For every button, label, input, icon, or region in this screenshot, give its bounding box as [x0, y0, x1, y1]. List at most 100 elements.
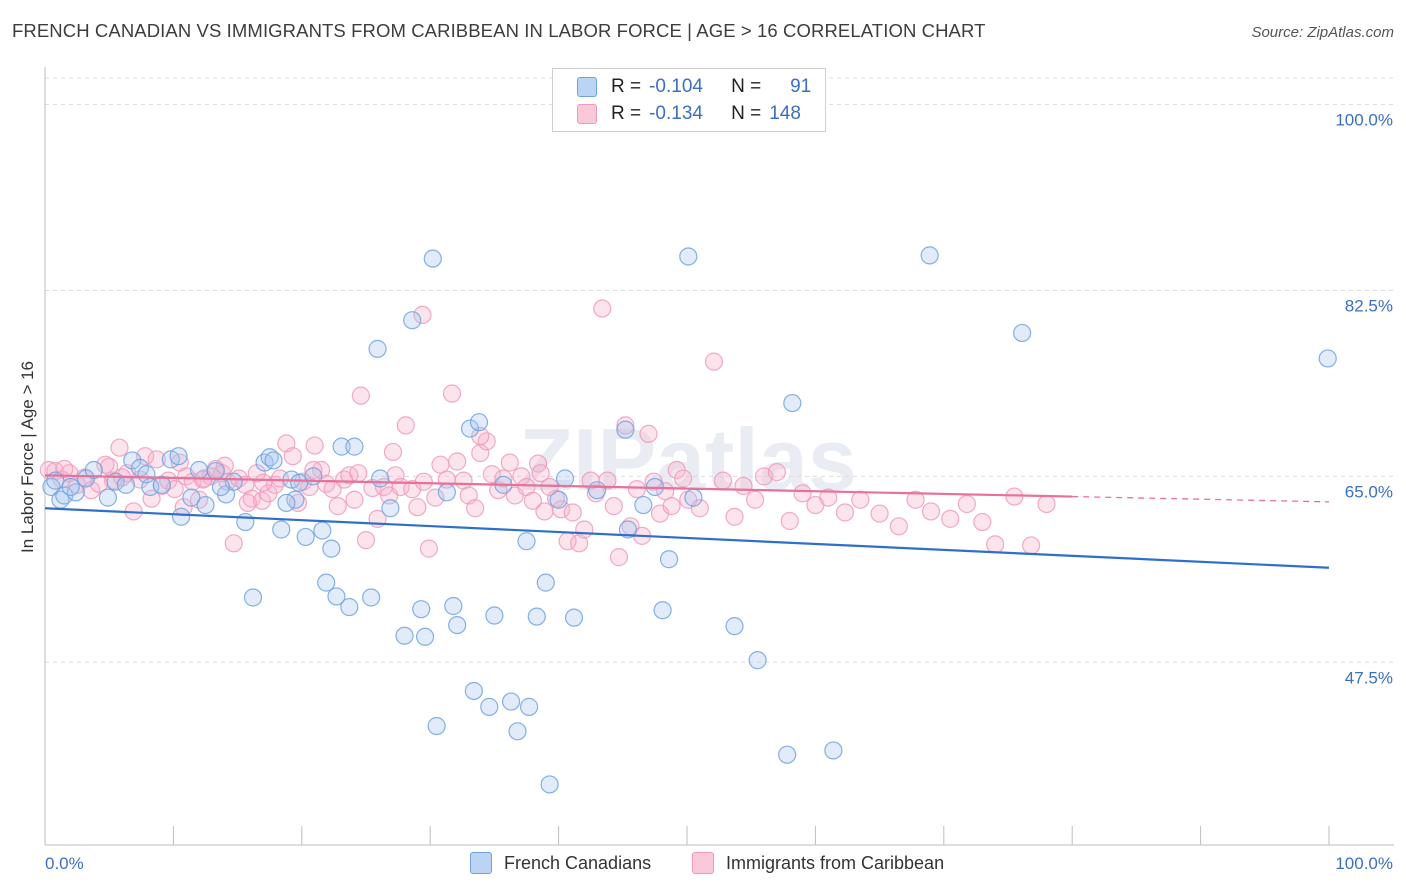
legend-n-value: 91	[790, 76, 812, 97]
data-point-caribbean	[639, 424, 658, 443]
legend-r-label: R =	[611, 103, 642, 124]
data-point-caribbean	[570, 534, 589, 553]
data-point-french-canadian	[549, 490, 568, 509]
data-point-caribbean	[1037, 494, 1056, 514]
data-point-french-canadian	[448, 615, 467, 635]
legend-r-value: -0.134	[649, 103, 703, 124]
data-point-caribbean	[349, 464, 368, 483]
legend-row-caribbean: R = -0.134 N = 148	[577, 102, 801, 126]
data-point-french-canadian	[61, 477, 80, 497]
data-point-caribbean	[408, 498, 427, 517]
data-point-caribbean	[662, 497, 681, 516]
legend-n-label: N =	[731, 103, 762, 124]
data-point-caribbean	[674, 469, 693, 488]
data-point-caribbean	[147, 450, 166, 469]
data-point-french-canadian	[616, 420, 635, 439]
data-point-french-canadian	[618, 520, 638, 539]
data-point-caribbean	[426, 488, 445, 507]
data-point-french-canadian	[679, 247, 698, 266]
data-point-caribbean	[835, 503, 855, 522]
data-point-caribbean	[973, 512, 992, 532]
data-point-caribbean	[224, 534, 243, 553]
data-point-caribbean	[704, 352, 724, 371]
stats-legend: R = -0.104 N = 91 R = -0.134 N = 148	[552, 68, 826, 132]
legend-item-caribbean: Immigrants from Caribbean	[692, 852, 944, 874]
data-point-french-canadian	[296, 527, 315, 547]
data-point-french-canadian	[169, 447, 188, 466]
data-point-french-canadian	[783, 393, 802, 413]
y-tick-label: 82.5%	[1345, 296, 1393, 315]
data-point-caribbean	[604, 497, 623, 516]
tick-labels: 47.5% 65.0% 82.5% 100.0% 0.0% 100.0%	[45, 111, 1393, 873]
data-point-caribbean	[419, 539, 439, 558]
data-point-french-canadian	[123, 451, 142, 470]
data-point-caribbean	[593, 299, 612, 318]
data-point-caribbean	[345, 490, 364, 509]
trend-lines	[44, 474, 1330, 569]
data-point-caribbean	[386, 466, 405, 485]
series-french-canadians	[42, 246, 1337, 794]
data-point-french-canadian	[517, 532, 536, 551]
data-point-french-canadian	[659, 550, 679, 569]
series-legend: French Canadians Immigrants from Caribbe…	[0, 852, 1406, 878]
chart-title: FRENCH CANADIAN VS IMMIGRANTS FROM CARIB…	[12, 20, 986, 41]
data-point-french-canadian	[332, 437, 351, 456]
legend-swatch-pink	[692, 852, 714, 874]
data-point-caribbean	[793, 484, 812, 503]
data-point-french-canadian	[403, 311, 422, 330]
data-point-caribbean	[734, 476, 753, 496]
data-point-french-canadian	[725, 617, 744, 636]
data-point-french-canadian	[371, 469, 390, 488]
data-point-french-canadian	[368, 339, 387, 358]
data-point-caribbean	[110, 438, 129, 457]
data-point-french-canadian	[508, 722, 527, 741]
data-point-french-canadian	[137, 465, 156, 484]
data-point-caribbean	[356, 531, 376, 550]
data-point-french-canadian	[98, 488, 118, 507]
data-point-french-canadian	[381, 499, 400, 518]
legend-label-french-canadians: French Canadians	[504, 852, 652, 873]
x-tick-label: 100.0%	[1335, 854, 1393, 873]
data-point-french-canadian	[634, 495, 653, 515]
data-point-french-canadian	[778, 745, 797, 764]
data-point-french-canadian	[444, 596, 463, 616]
data-point-french-canadian	[327, 587, 346, 606]
gridlines	[45, 77, 1394, 663]
data-point-caribbean	[413, 305, 432, 324]
data-point-french-canadian	[527, 607, 546, 626]
data-point-caribbean	[305, 436, 324, 455]
data-point-caribbean	[466, 499, 485, 518]
legend-r-value: -0.104	[649, 76, 703, 97]
data-point-french-canadian	[564, 608, 584, 627]
data-point-caribbean	[986, 535, 1005, 554]
legend-r-label: R =	[611, 76, 642, 97]
data-point-caribbean	[442, 384, 462, 403]
legend-swatch-blue	[470, 852, 492, 874]
watermark: ZIPatlas	[519, 410, 856, 509]
data-point-french-canadian	[211, 477, 231, 497]
legend-item-french-canadians: French Canadians	[470, 852, 651, 874]
data-point-caribbean	[414, 472, 433, 491]
data-point-caribbean	[500, 453, 519, 472]
data-point-french-canadian	[362, 588, 381, 607]
data-point-caribbean	[563, 503, 582, 522]
data-point-caribbean	[889, 517, 908, 536]
x-tick-label: 0.0%	[45, 854, 84, 873]
data-point-caribbean	[351, 386, 370, 405]
data-point-french-canadian	[460, 419, 480, 438]
data-point-french-canadian	[304, 467, 323, 486]
data-point-french-canadian	[116, 475, 135, 494]
data-point-caribbean	[906, 490, 925, 509]
data-point-french-canadian	[66, 483, 85, 502]
data-point-caribbean	[690, 499, 709, 518]
data-point-french-canadian	[243, 588, 263, 607]
legend-swatch-pink	[577, 104, 597, 124]
data-point-caribbean	[238, 493, 257, 513]
data-point-caribbean	[328, 497, 347, 516]
data-point-caribbean	[383, 442, 403, 462]
data-point-caribbean	[609, 548, 629, 567]
data-point-french-canadian	[427, 716, 446, 736]
data-point-caribbean	[957, 494, 977, 514]
data-point-caribbean	[780, 511, 799, 531]
